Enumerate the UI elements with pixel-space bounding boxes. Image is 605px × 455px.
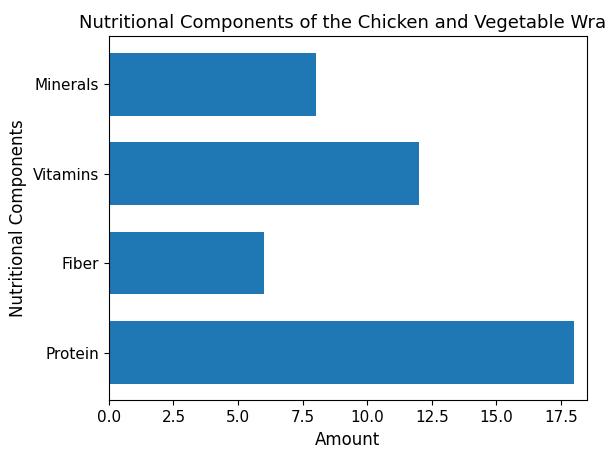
Y-axis label: Nutritional Components: Nutritional Components	[9, 120, 27, 317]
Title: Nutritional Components of the Chicken and Vegetable Wrap: Nutritional Components of the Chicken an…	[79, 14, 605, 32]
X-axis label: Amount: Amount	[315, 431, 381, 449]
Bar	[109, 53, 316, 116]
Bar	[109, 142, 419, 205]
Bar	[109, 232, 264, 294]
Bar	[109, 321, 574, 384]
